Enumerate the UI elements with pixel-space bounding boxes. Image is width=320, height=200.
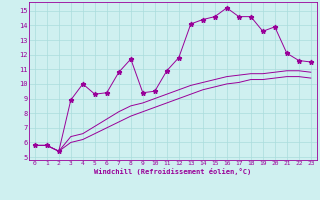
X-axis label: Windchill (Refroidissement éolien,°C): Windchill (Refroidissement éolien,°C) xyxy=(94,168,252,175)
